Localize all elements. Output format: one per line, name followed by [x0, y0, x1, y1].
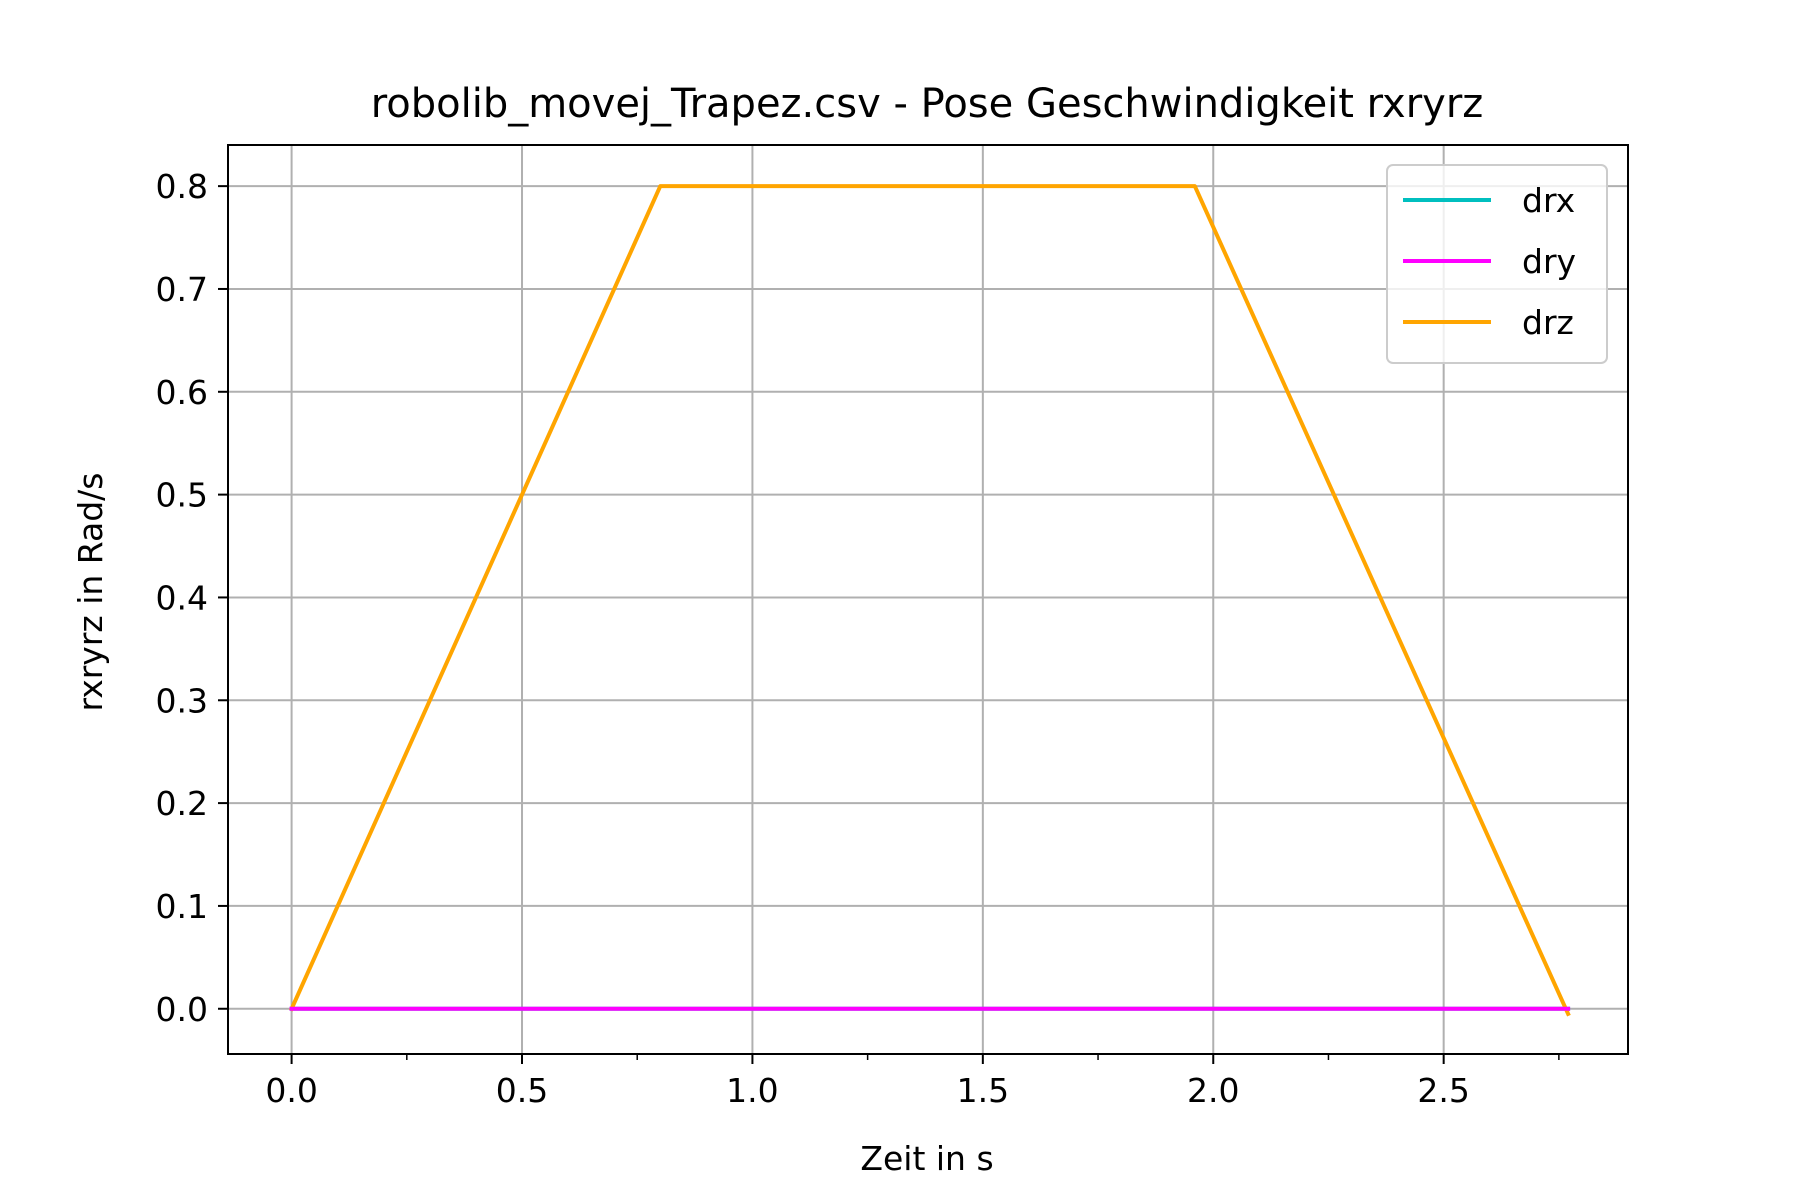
y-tick-label: 0.0 — [156, 990, 208, 1029]
y-tick-label: 0.1 — [156, 887, 208, 926]
y-axis-ticks: 0.0 0.1 0.2 0.3 0.4 0.5 0.6 0.7 0.8 — [156, 167, 228, 1029]
y-tick-label: 0.8 — [156, 167, 208, 206]
y-tick-label: 0.3 — [156, 681, 208, 720]
legend-label-drx: drx — [1522, 181, 1575, 220]
x-axis-label: Zeit in s — [860, 1139, 993, 1178]
legend-label-dry: dry — [1522, 242, 1576, 281]
y-tick-label: 0.7 — [156, 270, 208, 309]
y-tick-label: 0.5 — [156, 476, 208, 515]
x-tick-label: 0.5 — [496, 1071, 548, 1110]
y-axis-label: rxryrz in Rad/s — [71, 473, 110, 712]
legend-label-drz: drz — [1522, 303, 1574, 342]
x-tick-label: 1.5 — [957, 1071, 1009, 1110]
y-tick-label: 0.4 — [156, 578, 208, 617]
series-lines — [288, 184, 1571, 1017]
x-tick-label: 2.0 — [1187, 1071, 1239, 1110]
x-tick-label: 1.0 — [726, 1071, 778, 1110]
legend: drx dry drz — [1386, 164, 1608, 364]
x-tick-label: 2.5 — [1417, 1071, 1469, 1110]
x-axis-ticks: 0.0 0.5 1.0 1.5 2.0 2.5 — [265, 1054, 1560, 1110]
chart-title: robolib_movej_Trapez.csv - Pose Geschwin… — [371, 81, 1484, 127]
y-tick-label: 0.2 — [156, 784, 208, 823]
x-tick-label: 0.0 — [265, 1071, 317, 1110]
legend-box — [1386, 164, 1608, 364]
y-tick-label: 0.6 — [156, 373, 208, 412]
series-line-drz — [288, 184, 1571, 1017]
plot-frame — [227, 144, 1629, 1055]
